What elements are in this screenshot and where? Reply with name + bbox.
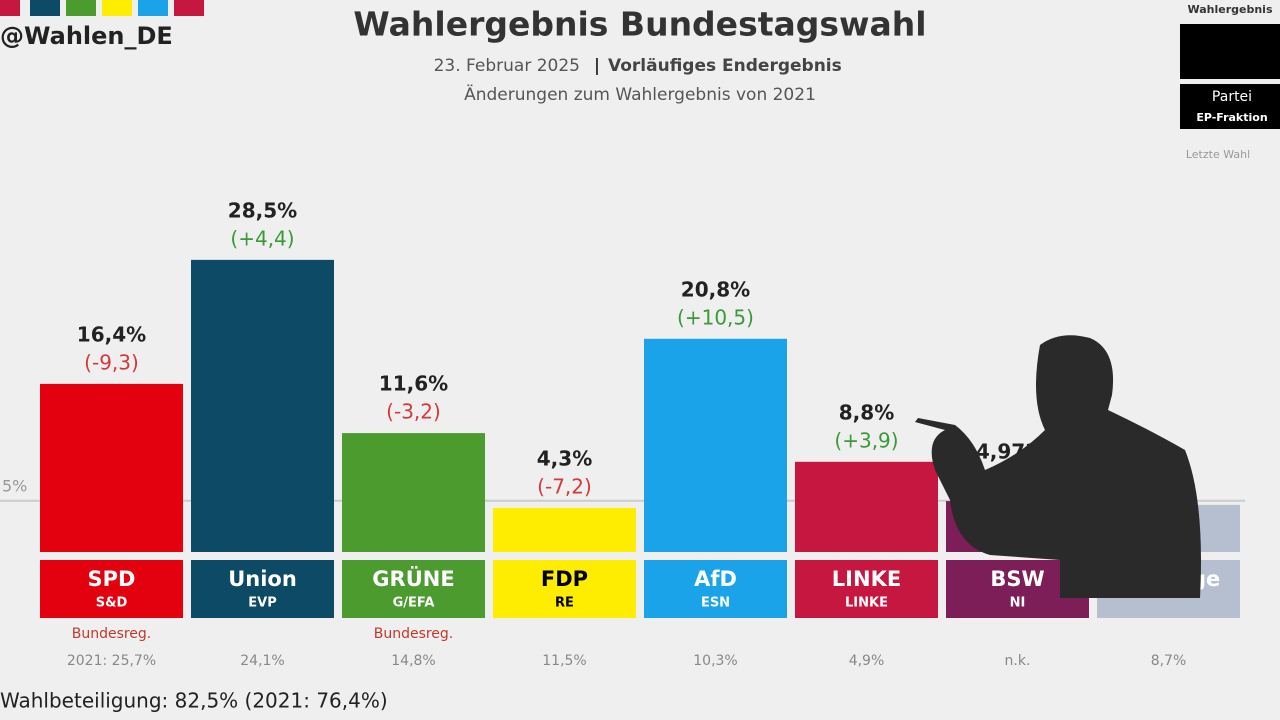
value-label: 28,5% <box>228 198 297 222</box>
government-label: Bundesreg. <box>374 626 454 642</box>
bar <box>795 461 938 552</box>
change-label: (+4,4) <box>230 226 294 250</box>
chart-title: Wahlergebnis Bundestagswahl <box>353 5 926 44</box>
previous-label: 10,3% <box>693 653 737 669</box>
legend-box <box>1180 84 1280 129</box>
party-name: Union <box>228 567 297 591</box>
legend-party: Partei <box>1212 89 1252 105</box>
previous-label: n.k. <box>1005 653 1031 669</box>
previous-label: 14,8% <box>391 653 435 669</box>
legend-last: Letzte Wahl <box>1186 148 1250 161</box>
party-box <box>795 560 938 618</box>
party-name: SPD <box>88 567 136 591</box>
change-label: (+10,5) <box>677 305 754 329</box>
party-name: LINKE <box>832 567 901 591</box>
subtitle: Änderungen zum Wahlergebnis von 2021 <box>464 84 816 105</box>
previous-label: 2021: 25,7% <box>67 653 156 669</box>
bar <box>644 338 787 552</box>
value-label: 4,3% <box>537 446 592 470</box>
value-label: 11,6% <box>379 372 448 396</box>
party-group: LINKE <box>845 596 888 611</box>
party-group: G/EFA <box>393 596 435 611</box>
subtitle-date: 23. Februar 2025 <box>434 56 580 76</box>
value-label: 20,8% <box>681 277 750 301</box>
footer: Wahlbeteiligung: 82,5% (2021: 76,4%) <box>0 689 388 713</box>
party-name: BSW <box>990 567 1044 591</box>
previous-label: 8,7% <box>1151 653 1187 669</box>
threshold-label: 5% <box>2 476 27 495</box>
change-label: (-9,3) <box>84 350 139 374</box>
party-box <box>40 560 183 618</box>
previous-label: 11,5% <box>542 653 586 669</box>
party-box <box>644 560 787 618</box>
party-box <box>493 560 636 618</box>
party-name: GRÜNE <box>372 566 454 591</box>
bar <box>493 507 636 552</box>
party-group: S&D <box>96 596 128 611</box>
party-box <box>342 560 485 618</box>
legend-box <box>1180 24 1280 79</box>
party-name: FDP <box>541 567 588 591</box>
legend-group: EP-Fraktion <box>1196 111 1267 124</box>
subtitle-status: Vorläufiges Endergebnis <box>608 56 842 76</box>
handle: @Wahlen_DE <box>0 22 173 50</box>
change-label: (+3,9) <box>834 428 898 452</box>
person-photo <box>915 335 1201 598</box>
party-group: EVP <box>248 596 276 611</box>
change-label: (-7,2) <box>537 474 592 498</box>
legend-top: Wahlergebnis <box>1187 3 1272 16</box>
party-group: NI <box>1010 596 1026 611</box>
value-label: 8,8% <box>839 400 894 424</box>
change-label: (-3,2) <box>386 400 441 424</box>
bar <box>40 383 183 552</box>
brand-squares <box>0 0 204 16</box>
value-label: 16,4% <box>77 322 146 346</box>
party-group: ESN <box>701 596 730 611</box>
previous-label: 4,9% <box>849 653 885 669</box>
subtitle-separator: | <box>594 56 600 76</box>
bar <box>191 259 334 552</box>
party-group: RE <box>555 596 574 611</box>
previous-label: 24,1% <box>240 653 284 669</box>
party-box <box>191 560 334 618</box>
government-label: Bundesreg. <box>72 626 152 642</box>
party-name: AfD <box>694 567 737 591</box>
bar <box>342 433 485 552</box>
